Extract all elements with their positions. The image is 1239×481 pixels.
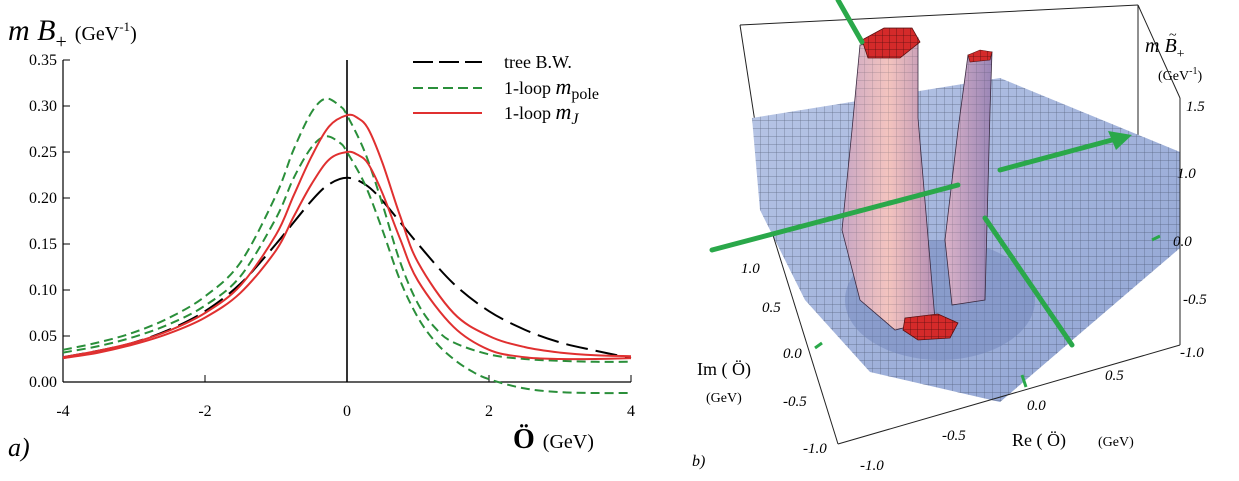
y-ticks: 0.00 0.05 0.10 0.15 0.20 0.25 0.30 0.35 — [29, 52, 70, 391]
surface-cap-top — [861, 27, 921, 59]
arrow-head-re — [1108, 131, 1132, 150]
z-axis-unit-text: (GeV — [1158, 69, 1189, 84]
im-tick-label: -0.5 — [783, 394, 807, 410]
im-tick-labels: 1.0 0.5 0.0 -0.5 -1.0 — [741, 261, 827, 457]
y-axis-title-unit: (GeV — [75, 23, 120, 45]
legend-label-mj: 1-loop mJ — [504, 99, 579, 128]
axis-arrows — [709, 0, 1115, 348]
x-tick-label: 2 — [485, 403, 493, 420]
x-axis-title-unit: (GeV) — [543, 431, 594, 453]
panel-a-label: a) — [8, 433, 30, 462]
re-axis-title: Re ( Ö) — [1012, 430, 1066, 451]
z-axis-unit: (GeV-1) — [1158, 66, 1202, 84]
y-tick-label: 0.15 — [29, 236, 57, 253]
x-tick-label: 0 — [343, 403, 351, 420]
series-line-3 — [62, 113, 632, 359]
legend-label-mj-prefix: 1-loop — [504, 103, 556, 123]
z-axis-unit-close: ) — [1197, 69, 1202, 84]
z-axis-tilde: ~ — [1169, 28, 1177, 43]
re-tick-label: 0.0 — [1027, 398, 1046, 414]
y-axis-title-close: ) — [130, 23, 137, 45]
z-tick-label: 0.0 — [1173, 234, 1192, 250]
z-tick-labels: 1.5 1.0 0.0 -0.5 -1.0 — [1173, 99, 1207, 361]
surface-cap-spike — [967, 49, 993, 63]
surface-peak-spike-mesh — [945, 52, 992, 305]
re-tick-label: 0.5 — [1105, 368, 1124, 384]
x-tick-label: -4 — [56, 403, 69, 420]
z-tick-label: 1.5 — [1186, 99, 1205, 115]
y-axis-title: m B+ (GeV-1) — [8, 14, 137, 53]
z-axis-title: m B+ — [1145, 35, 1185, 62]
y-tick-label: 0.00 — [29, 374, 57, 391]
z-axis-unit-exp: -1 — [1189, 66, 1197, 77]
series-line-4 — [62, 150, 632, 361]
legend-label-mpole-sub: pole — [571, 86, 599, 103]
arrow-re-left — [709, 182, 961, 253]
legend-label-mj-sub: J — [571, 111, 579, 128]
arrow-im-lower — [982, 215, 1075, 348]
y-axis-title-exp: -1 — [119, 19, 130, 34]
im-tick-label: -1.0 — [803, 441, 827, 457]
y-tick-label: 0.35 — [29, 52, 57, 69]
im-axis-title: Im ( Ö) — [697, 359, 751, 380]
panel-a: m B+ (GeV-1) 0.00 0.05 0.10 0.15 0.20 0.25 0.30… — [8, 14, 635, 462]
y-tick-label: 0.20 — [29, 190, 57, 207]
x-ticks: -4 -2 0 2 4 — [56, 375, 635, 420]
surface-cap-bottom — [902, 313, 959, 341]
legend-label-mpole: 1-loop mpole — [504, 74, 599, 103]
z-tick-label: -1.0 — [1180, 345, 1204, 361]
panel-b: m B+ ~ (GeV-1) 1.5 1.0 0.0 -0.5 -1.0 1.0… — [692, 0, 1207, 474]
legend-label-mpole-prefix: 1-loop — [504, 78, 556, 98]
im-tick-label: 1.0 — [741, 261, 760, 277]
y-tick-label: 0.30 — [29, 98, 57, 115]
y-axis-title-main: m B — [8, 14, 56, 47]
re-tick-label: -1.0 — [860, 458, 884, 474]
tick-marks-green — [814, 234, 1161, 388]
im-tick-label: 0.5 — [762, 300, 781, 316]
arrow-re-right — [997, 137, 1115, 173]
surface-peak-main-mesh — [842, 38, 935, 330]
y-tick-label: 0.05 — [29, 328, 57, 345]
im-axis-unit: (GeV) — [706, 391, 742, 406]
arrow-upper — [835, 0, 865, 45]
x-axis-title-symbol: Ö — [513, 424, 535, 455]
legend-label-mpole-main: m — [556, 74, 572, 99]
y-axis-title-sub: + — [56, 31, 67, 53]
x-tick-label: -2 — [198, 403, 211, 420]
x-tick-label: 4 — [627, 403, 635, 420]
series-group — [62, 97, 632, 395]
legend-label-mj-main: m — [556, 99, 572, 124]
legend: tree B.W. 1-loop mpole 1-loop mJ — [413, 52, 599, 128]
z-tick-label: -0.5 — [1183, 292, 1207, 308]
z-axis-title-sub: + — [1177, 47, 1185, 62]
x-axis-title: Ö (GeV) — [513, 424, 594, 455]
series-line-2 — [62, 135, 632, 395]
legend-label-tree: tree B.W. — [504, 52, 572, 72]
box-front-edges — [771, 98, 1181, 445]
z-tick-label: 1.0 — [1177, 166, 1196, 182]
re-tick-label: -0.5 — [942, 428, 966, 444]
y-tick-label: 0.25 — [29, 144, 57, 161]
z-axis-title-main: m B — [1145, 35, 1177, 57]
panel-b-label: b) — [692, 453, 705, 470]
re-axis-unit: (GeV) — [1098, 435, 1134, 450]
series-line-1 — [62, 97, 632, 363]
re-tick-labels: 0.5 0.0 -0.5 -1.0 — [860, 368, 1124, 474]
y-tick-label: 0.10 — [29, 282, 57, 299]
im-tick-label: 0.0 — [783, 346, 802, 362]
